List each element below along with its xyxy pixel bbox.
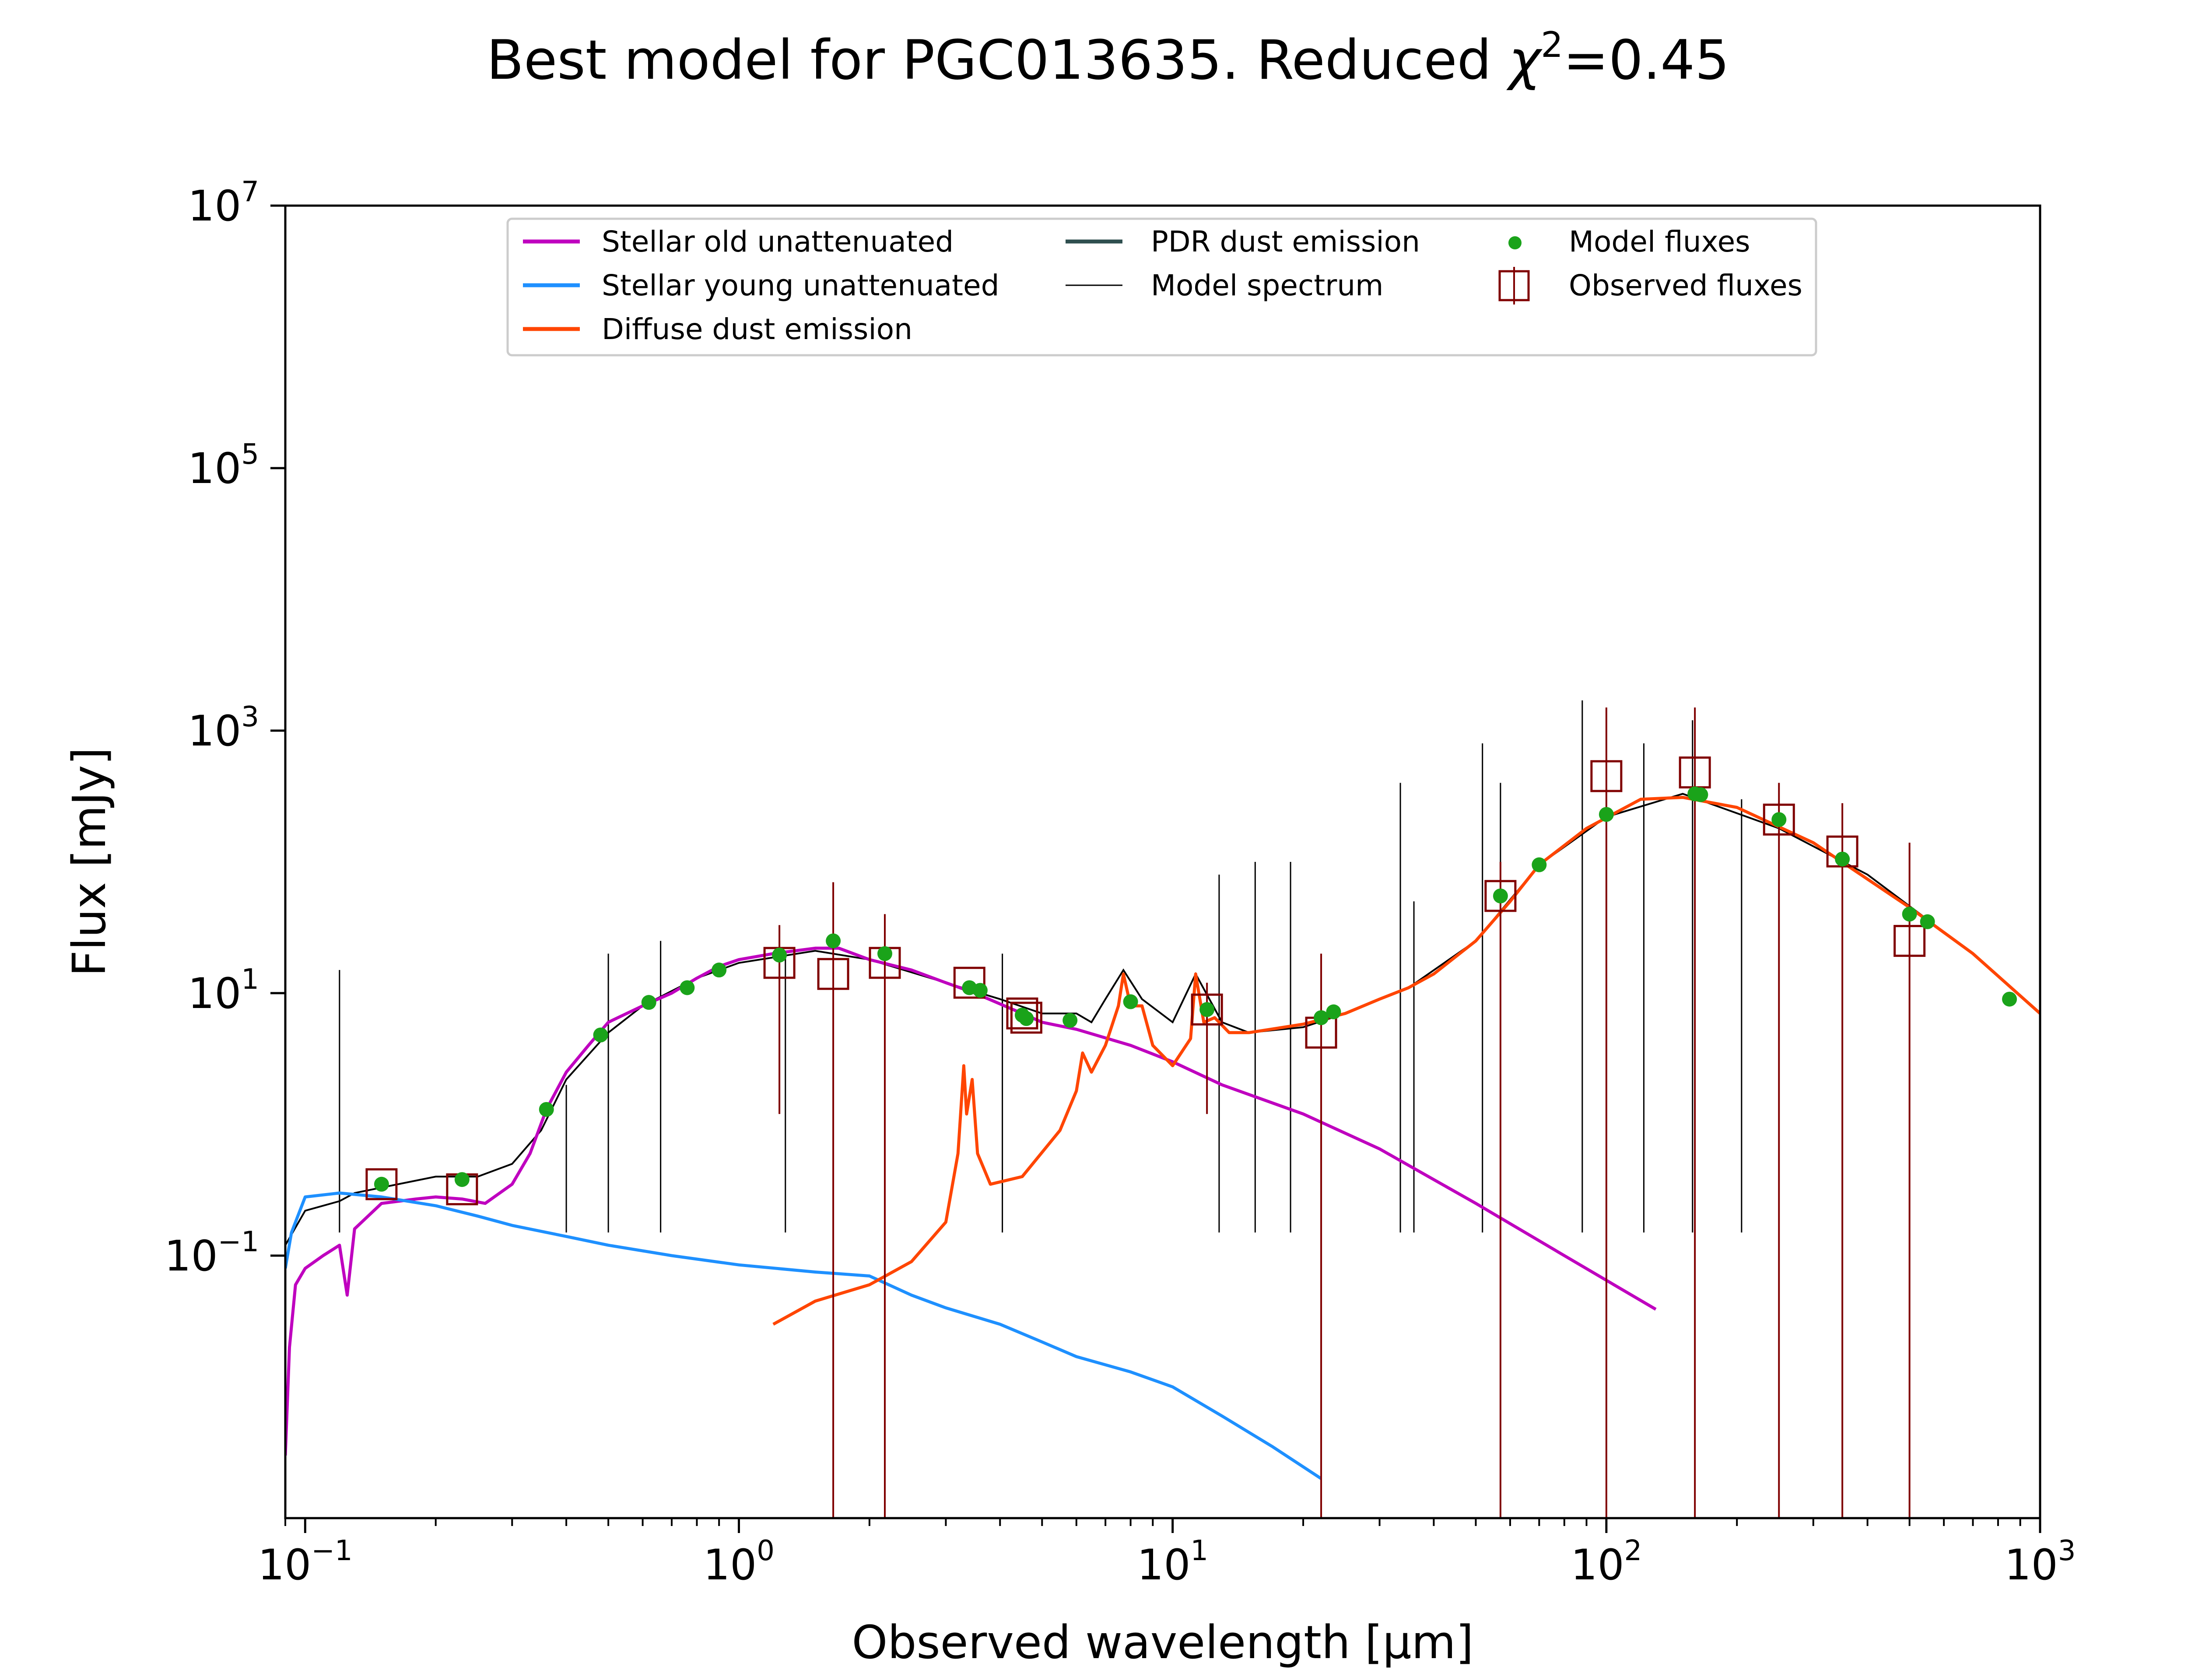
observed-flux-marker: [1484, 880, 1517, 912]
model-flux-point: [539, 1102, 554, 1117]
y-tick-exponent: 1: [241, 963, 259, 996]
x-tick-label: 100: [703, 1535, 775, 1589]
model-flux-point: [877, 946, 893, 961]
model-flux-point: [2002, 991, 2017, 1007]
legend-swatch-model-fluxes: [1508, 236, 1522, 249]
model-flux-point: [1771, 812, 1787, 827]
x-tick-base: 10: [703, 1540, 757, 1589]
chart-title: Best model for PGC013635. Reduced χ2=0.4…: [487, 24, 1729, 92]
model-flux-point: [1693, 787, 1708, 802]
y-tick-label: 105: [188, 438, 259, 493]
legend-label-diffuse-dust: Diffuse dust emission: [602, 312, 912, 346]
observed-flux-marker: [1893, 925, 1926, 957]
series-stellar-old-unattenuated: [285, 946, 1657, 1456]
x-tick-base: 10: [1571, 1540, 1624, 1589]
series-stellar-young-unattenuated: [285, 1191, 1322, 1480]
model-flux-point: [1493, 888, 1508, 903]
x-tick-label: 101: [1137, 1535, 1208, 1589]
model-flux-point: [1314, 1010, 1329, 1026]
plot-area: [285, 700, 2040, 1518]
y-tick-label: 10−1: [165, 1226, 259, 1281]
y-tick-exponent: −1: [218, 1226, 259, 1258]
x-tick-base: 10: [2005, 1540, 2058, 1589]
legend-label-stellar-old: Stellar old unattenuated: [602, 225, 954, 259]
model-flux-point: [826, 933, 841, 948]
observed-flux-marker: [1010, 1001, 1042, 1034]
observed-flux-marker: [1191, 993, 1223, 1026]
legend: Stellar old unattenuated Stellar young u…: [506, 217, 1817, 357]
x-tick-exponent: 3: [2058, 1535, 2076, 1567]
model-flux-point: [1920, 914, 1935, 929]
model-flux-point: [1062, 1013, 1078, 1028]
observed-flux-marker: [1590, 760, 1623, 792]
y-tick-base: 10: [188, 707, 241, 756]
legend-label-observed-fluxes: Observed fluxes: [1569, 269, 1802, 302]
x-tick-base: 10: [258, 1540, 311, 1589]
x-tick-exponent: 0: [757, 1535, 775, 1567]
y-tick-exponent: 5: [241, 438, 259, 471]
y-tick-label: 107: [188, 176, 259, 231]
title-symbol: χ: [1506, 29, 1543, 92]
observed-flux-marker: [1006, 997, 1038, 1029]
observed-flux-marker: [365, 1168, 398, 1200]
observed-flux-marker: [1763, 803, 1795, 836]
x-axis: 10−1 100 101 102 103: [258, 1518, 2076, 1589]
model-spectrum-line: [285, 793, 2040, 1246]
model-flux-point: [772, 947, 787, 962]
x-tick-exponent: 1: [1190, 1535, 1208, 1567]
y-tick-exponent: 3: [241, 701, 259, 733]
model-flux-point: [1123, 994, 1138, 1009]
y-tick-base: 10: [165, 1232, 218, 1281]
x-tick-label: 102: [1571, 1535, 1642, 1589]
plot-layer: [285, 700, 2040, 1518]
model-flux-point: [593, 1027, 608, 1043]
observed-flux-marker: [817, 958, 849, 990]
title-prefix: Best model for PGC013635. Reduced: [487, 29, 1509, 92]
y-tick-base: 10: [188, 969, 241, 1018]
model-flux-point: [712, 962, 727, 978]
model-flux-point: [1019, 1011, 1034, 1026]
legend-label-stellar-young: Stellar young unattenuated: [602, 269, 999, 302]
legend-label-model-fluxes: Model fluxes: [1569, 225, 1750, 259]
title-power: 2: [1541, 24, 1563, 65]
model-flux-point: [1835, 851, 1850, 867]
x-tick-exponent: 2: [1624, 1535, 1642, 1567]
model-flux-point: [641, 995, 656, 1010]
x-tick-label: 10−1: [258, 1535, 353, 1589]
x-axis-label: Observed wavelength [μm]: [852, 1616, 1474, 1669]
model-flux-point: [454, 1172, 470, 1187]
y-tick-label: 101: [188, 963, 259, 1018]
model-flux-point: [972, 983, 988, 998]
x-tick-label: 103: [2005, 1535, 2076, 1589]
observed-flux-marker: [953, 966, 985, 999]
legend-label-model-spectrum: Model spectrum: [1151, 269, 1383, 302]
model-flux-point: [680, 980, 695, 995]
model-flux-point: [1326, 1004, 1341, 1019]
y-tick-label: 103: [188, 701, 259, 756]
model-flux-point: [1902, 906, 1917, 922]
model-flux-point: [1532, 857, 1547, 872]
x-tick-base: 10: [1137, 1540, 1190, 1589]
legend-label-pdr-dust: PDR dust emission: [1151, 225, 1420, 259]
legend-box: [506, 217, 1817, 357]
plot-frame: [284, 204, 2041, 1519]
y-tick-exponent: 7: [241, 176, 259, 208]
title-suffix: =0.45: [1563, 29, 1729, 92]
series-diffuse-dust-emission: [772, 796, 2040, 1326]
y-tick-base: 10: [188, 444, 241, 493]
y-axis-label: Flux [mJy]: [63, 747, 116, 976]
model-flux-point: [374, 1176, 389, 1192]
model-flux-point: [1199, 1002, 1215, 1017]
y-tick-base: 10: [188, 182, 241, 231]
model-flux-point: [1599, 807, 1614, 822]
x-tick-exponent: −1: [311, 1535, 352, 1567]
